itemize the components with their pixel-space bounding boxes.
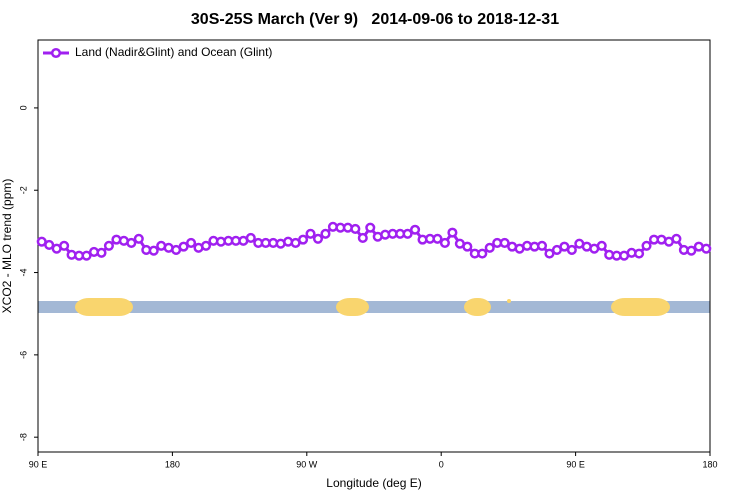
data-point <box>477 248 488 259</box>
data-point <box>126 237 137 248</box>
x-tick-label: 90 W <box>296 459 318 469</box>
data-point <box>357 232 368 244</box>
y-axis-label: XCO2 - MLO trend (ppm) <box>0 179 14 314</box>
data-point <box>133 233 144 244</box>
x-axis-label: Longitude (deg E) <box>326 476 421 490</box>
data-point <box>402 228 413 239</box>
data-point <box>200 240 212 251</box>
data-point <box>320 228 331 239</box>
data-point <box>245 232 256 244</box>
x-tick-label: 90 E <box>566 459 585 469</box>
data-point <box>305 228 316 239</box>
data-point <box>148 245 159 256</box>
chart-title: 30S-25S March (Ver 9) 2014-09-06 to 2018… <box>191 11 559 28</box>
y-tick-label: -4 <box>18 269 28 277</box>
data-point <box>439 237 450 248</box>
plot-frame <box>37 39 711 453</box>
x-tick-label: 180 <box>165 459 180 469</box>
data-point <box>96 247 107 258</box>
data-point <box>432 233 443 244</box>
y-tick-label: -8 <box>18 433 28 441</box>
data-point <box>596 240 607 251</box>
data-point <box>544 248 555 259</box>
legend-marker <box>50 47 62 59</box>
data-point <box>462 241 473 252</box>
land-segment <box>336 298 369 316</box>
y-tick-label: 0 <box>18 105 28 110</box>
data-point <box>536 240 548 251</box>
y-tick-label: -2 <box>18 186 28 194</box>
data-point <box>350 223 361 234</box>
data-point <box>566 244 577 255</box>
data-point <box>365 222 376 233</box>
data-point <box>484 242 495 253</box>
y-tick-label: -6 <box>18 351 28 359</box>
data-point <box>186 237 197 248</box>
data-point <box>44 239 55 251</box>
land-segment <box>464 298 491 316</box>
data-point <box>634 248 645 259</box>
data-point <box>59 240 70 251</box>
x-tick-label: 0 <box>439 459 444 469</box>
data-point <box>499 237 510 248</box>
land-segment <box>507 299 511 303</box>
data-point <box>81 250 92 261</box>
data-point <box>298 234 309 245</box>
data-point <box>447 227 458 238</box>
data-point <box>410 224 421 235</box>
data-point <box>641 240 652 251</box>
x-tick-label: 90 E <box>29 459 48 469</box>
data-point <box>103 240 114 251</box>
land-ocean-band <box>38 298 710 316</box>
legend-label: Land (Nadir&Glint) and Ocean (Glint) <box>75 45 272 59</box>
land-segment <box>611 298 670 316</box>
data-point <box>312 233 324 244</box>
data-point <box>178 241 189 252</box>
data-point <box>671 233 682 244</box>
x-tick-label: 180 <box>702 459 717 469</box>
data-point <box>686 245 697 256</box>
data-point <box>701 243 712 254</box>
ocean-band <box>38 301 710 313</box>
land-segment <box>75 298 133 316</box>
